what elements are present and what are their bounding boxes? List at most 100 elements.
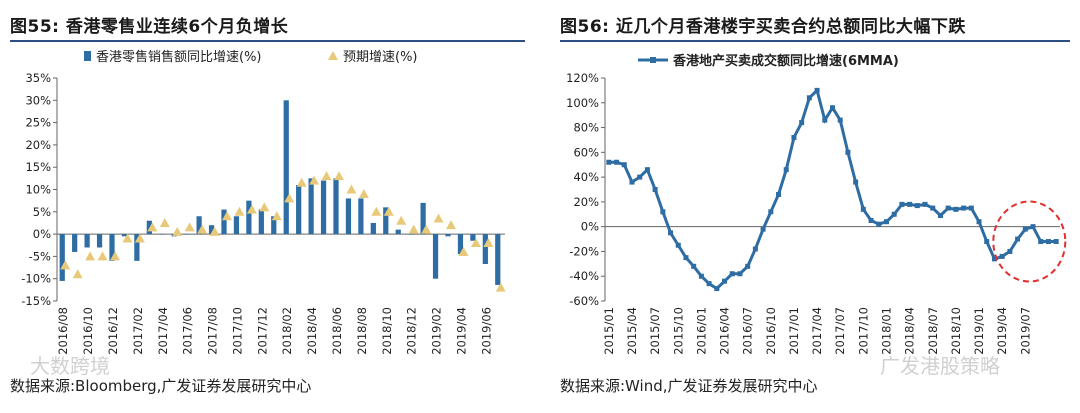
property-data-point bbox=[768, 209, 774, 215]
property-data-point bbox=[914, 203, 920, 209]
property-data-point bbox=[876, 221, 882, 227]
x-tick-label: 2016/01 bbox=[694, 307, 708, 355]
property-data-point bbox=[899, 201, 905, 207]
retail-chart-title: 图55: 香港零售业连续6个月负增长 bbox=[10, 12, 288, 37]
y-tick-label: -60% bbox=[569, 294, 599, 308]
x-tick-label: 2017/04 bbox=[156, 307, 170, 355]
property-data-point bbox=[776, 191, 782, 197]
retail-bar bbox=[395, 229, 401, 235]
decline-highlight-circle bbox=[992, 200, 1067, 283]
y-tick-label: 80% bbox=[573, 121, 599, 135]
forecast-marker bbox=[197, 224, 208, 234]
x-tick-label: 2019/06 bbox=[479, 307, 493, 355]
retail-bar bbox=[283, 100, 289, 235]
retail-bar bbox=[84, 234, 90, 248]
property-data-point bbox=[760, 226, 766, 232]
property-data-point bbox=[729, 271, 735, 277]
retail-bar bbox=[258, 209, 264, 235]
property-data-point bbox=[706, 281, 712, 287]
x-tick-label: 2016/04 bbox=[718, 307, 732, 355]
x-tick-label: 2018/01 bbox=[879, 307, 893, 355]
property-data-point bbox=[891, 211, 897, 217]
x-tick-label: 2017/04 bbox=[810, 307, 824, 355]
retail-bar bbox=[159, 234, 165, 235]
retail-bar bbox=[420, 202, 426, 235]
x-tick-label: 2019/01 bbox=[972, 307, 986, 355]
x-tick-label: 2018/04 bbox=[903, 307, 917, 355]
x-tick-label: 2015/10 bbox=[671, 307, 685, 355]
property-chart-source: 数据来源:Wind,广发证券发展研究中心 bbox=[560, 377, 818, 395]
forecast-marker bbox=[122, 233, 133, 243]
forecast-marker bbox=[321, 171, 332, 181]
forecast-marker bbox=[334, 171, 344, 181]
retail-chart-title-prefix: 图55: bbox=[10, 17, 60, 37]
legend-marker-swatch bbox=[328, 51, 338, 60]
retail-bar bbox=[383, 207, 389, 235]
x-tick-label: 2017/01 bbox=[787, 307, 801, 355]
y-tick-label: 60% bbox=[573, 145, 599, 159]
x-tick-label: 2015/07 bbox=[648, 307, 662, 355]
y-tick-label: 40% bbox=[573, 170, 599, 184]
x-tick-label: 2017/07 bbox=[833, 307, 847, 355]
x-tick-label: 2019/07 bbox=[1018, 307, 1032, 355]
property-data-point bbox=[799, 120, 805, 126]
y-tick-label: 5% bbox=[33, 205, 51, 219]
property-data-point bbox=[853, 179, 859, 185]
retail-bar bbox=[121, 234, 128, 237]
legend-bar-label: 香港零售销售额同比增速(%) bbox=[96, 49, 262, 65]
property-data-point bbox=[845, 149, 851, 155]
property-data-point bbox=[683, 255, 689, 261]
retail-bar bbox=[246, 200, 252, 235]
forecast-marker bbox=[85, 251, 96, 261]
x-tick-label: 2018/02 bbox=[280, 307, 294, 355]
y-tick-label: -5% bbox=[29, 249, 51, 263]
forecast-marker bbox=[470, 238, 481, 248]
retail-bar bbox=[320, 180, 327, 235]
forecast-marker bbox=[383, 206, 394, 216]
y-tick-label: -15% bbox=[21, 294, 51, 308]
x-tick-label: 2016/10 bbox=[81, 307, 95, 355]
property-data-point bbox=[714, 286, 720, 292]
x-tick-label: 2019/02 bbox=[430, 307, 444, 355]
x-tick-label: 2018/10 bbox=[380, 307, 394, 355]
retail-bar bbox=[457, 234, 464, 255]
property-data-point bbox=[1007, 248, 1013, 254]
y-tick-label: 15% bbox=[25, 160, 51, 174]
y-tick-label: 30% bbox=[25, 93, 51, 107]
retail-bar bbox=[296, 185, 302, 235]
forecast-marker bbox=[110, 251, 120, 261]
retail-bar bbox=[233, 216, 240, 235]
property-data-point bbox=[752, 246, 758, 252]
property-data-point bbox=[652, 187, 658, 192]
x-tick-label: 2019/04 bbox=[454, 307, 468, 355]
property-data-point bbox=[675, 242, 681, 248]
property-data-point bbox=[907, 201, 913, 207]
forecast-marker bbox=[495, 282, 506, 292]
forecast-marker bbox=[346, 184, 357, 194]
forecast-marker bbox=[358, 188, 369, 198]
forecast-marker bbox=[72, 269, 83, 279]
property-data-point bbox=[961, 205, 967, 211]
retail-bar bbox=[72, 234, 78, 252]
title-divider bbox=[560, 40, 1070, 42]
property-data-point bbox=[614, 159, 620, 165]
forecast-marker bbox=[483, 238, 494, 248]
property-series-line bbox=[608, 87, 1057, 291]
retail-bar bbox=[370, 222, 376, 235]
retail-bar bbox=[308, 178, 314, 235]
forecast-marker bbox=[209, 226, 220, 236]
title-divider bbox=[10, 40, 525, 42]
property-data-point bbox=[930, 205, 936, 211]
forecast-marker bbox=[309, 175, 320, 185]
retail-chart-source: 数据来源:Bloomberg,广发证券发展研究中心 bbox=[10, 377, 312, 395]
forecast-marker bbox=[246, 204, 257, 214]
retail-chart-panel: 图55: 香港零售业连续6个月负增长 35% 30% 25% 20% 15% 10% 5% 0… bbox=[0, 0, 535, 413]
forecast-marker bbox=[97, 251, 108, 261]
x-tick-label: 2016/07 bbox=[741, 307, 755, 355]
property-data-point bbox=[999, 253, 1005, 259]
forecast-marker bbox=[433, 213, 444, 223]
retail-bar bbox=[333, 178, 339, 235]
forecast-marker bbox=[446, 220, 456, 230]
forecast-marker bbox=[159, 217, 170, 227]
x-tick-label: 2018/04 bbox=[305, 307, 319, 355]
